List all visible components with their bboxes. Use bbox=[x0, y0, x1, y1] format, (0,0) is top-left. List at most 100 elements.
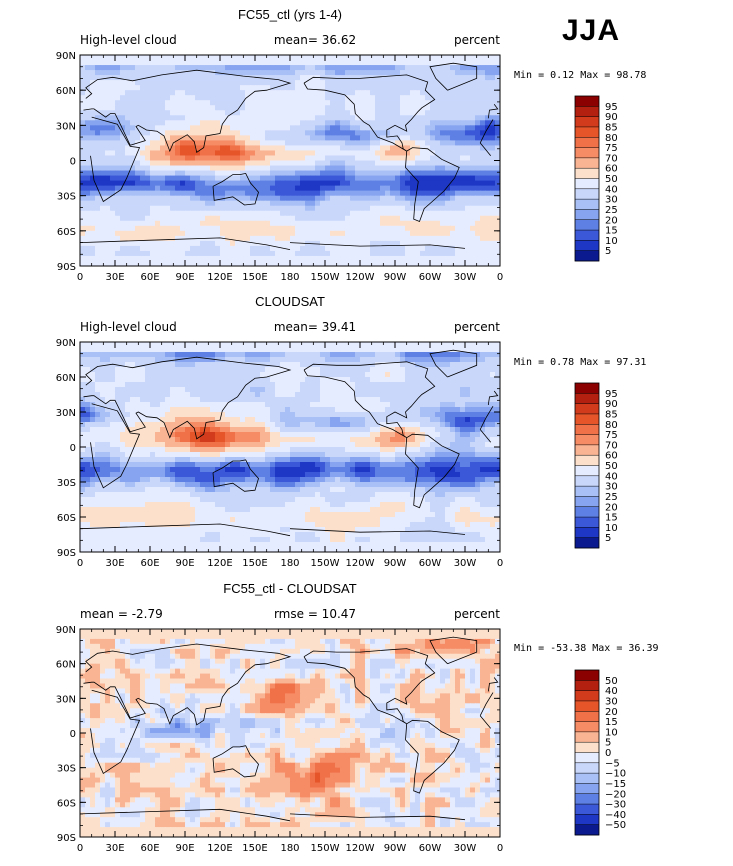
heatmap-cell bbox=[120, 392, 126, 398]
heatmap-cell bbox=[320, 260, 326, 266]
heatmap-cell bbox=[240, 55, 246, 61]
heatmap-cell bbox=[215, 387, 221, 393]
heatmap-cell bbox=[380, 387, 386, 393]
heatmap-cell bbox=[90, 105, 96, 111]
heatmap-cell bbox=[305, 367, 311, 373]
heatmap-cell bbox=[280, 65, 286, 71]
heatmap-cell bbox=[100, 65, 106, 71]
heatmap-cell bbox=[95, 352, 101, 358]
heatmap-cell bbox=[485, 180, 491, 187]
heatmap-cell bbox=[310, 185, 316, 192]
heatmap-cell bbox=[275, 382, 281, 388]
heatmap-cell bbox=[165, 210, 171, 217]
heatmap-cell bbox=[165, 145, 171, 152]
heatmap-cell bbox=[145, 120, 151, 126]
heatmap-cell bbox=[305, 120, 311, 126]
heatmap-cell bbox=[215, 372, 221, 378]
heatmap-cell bbox=[190, 342, 196, 348]
heatmap-cell bbox=[315, 230, 321, 237]
heatmap-cell bbox=[175, 170, 181, 177]
heatmap-cell bbox=[270, 407, 276, 413]
heatmap-cell bbox=[320, 255, 326, 262]
heatmap-cell bbox=[210, 115, 216, 121]
heatmap-cell bbox=[460, 215, 466, 222]
heatmap-cell bbox=[445, 225, 451, 232]
heatmap-cell bbox=[470, 230, 476, 237]
heatmap-cell bbox=[455, 180, 461, 187]
x-tick-label: 30W bbox=[454, 272, 477, 283]
heatmap-cell bbox=[485, 195, 491, 202]
heatmap-cell bbox=[95, 175, 101, 182]
heatmap-cell bbox=[185, 397, 191, 403]
heatmap-cell bbox=[150, 205, 156, 212]
heatmap-cell bbox=[395, 215, 401, 222]
heatmap-cell bbox=[145, 195, 151, 202]
heatmap-cell bbox=[415, 372, 421, 378]
heatmap-cell bbox=[315, 235, 321, 242]
heatmap-cell bbox=[100, 255, 106, 262]
heatmap-cell bbox=[310, 392, 316, 398]
heatmap-cell bbox=[445, 235, 451, 242]
heatmap-cell bbox=[460, 387, 466, 393]
heatmap-cell bbox=[105, 135, 111, 141]
heatmap-cell bbox=[485, 347, 491, 353]
heatmap-cell bbox=[455, 397, 461, 403]
heatmap-cell bbox=[495, 245, 500, 252]
heatmap-cell bbox=[255, 412, 261, 418]
heatmap-cell bbox=[460, 135, 466, 141]
heatmap-cell bbox=[400, 90, 406, 96]
heatmap-cell bbox=[285, 220, 291, 227]
heatmap-cell bbox=[325, 230, 331, 237]
heatmap-cell bbox=[205, 85, 211, 91]
heatmap-cell bbox=[360, 195, 366, 202]
heatmap-cell bbox=[335, 215, 341, 222]
heatmap-cell bbox=[435, 245, 441, 252]
heatmap-cell bbox=[410, 352, 416, 358]
heatmap-cell bbox=[130, 245, 136, 252]
heatmap-cell bbox=[145, 367, 151, 373]
heatmap-cell bbox=[330, 225, 336, 232]
heatmap-cell bbox=[480, 130, 486, 136]
heatmap-cell bbox=[325, 80, 331, 86]
heatmap-cell bbox=[200, 195, 206, 202]
heatmap-cell bbox=[305, 347, 311, 353]
heatmap-cell bbox=[405, 205, 411, 212]
heatmap-cell bbox=[400, 225, 406, 232]
heatmap-cell bbox=[380, 65, 386, 71]
heatmap-cell bbox=[430, 130, 436, 136]
heatmap-cell bbox=[470, 372, 476, 378]
heatmap-cell bbox=[260, 200, 266, 207]
heatmap-cell bbox=[475, 260, 481, 266]
heatmap-cell bbox=[220, 155, 226, 162]
heatmap-cell bbox=[460, 362, 466, 368]
heatmap-cell bbox=[310, 140, 316, 147]
heatmap-cell bbox=[405, 210, 411, 217]
heatmap-cell bbox=[110, 85, 116, 91]
heatmap-cell bbox=[300, 342, 306, 348]
heatmap-cell bbox=[200, 185, 206, 192]
heatmap-cell bbox=[330, 145, 336, 152]
heatmap-cell bbox=[285, 185, 291, 192]
heatmap-cell bbox=[220, 362, 226, 368]
heatmap-cell bbox=[370, 210, 376, 217]
heatmap-cell bbox=[380, 225, 386, 232]
heatmap-cell bbox=[275, 90, 281, 96]
heatmap-cell bbox=[305, 372, 311, 378]
heatmap-cell bbox=[450, 195, 456, 202]
heatmap-cell bbox=[405, 230, 411, 237]
heatmap-cell bbox=[470, 260, 476, 266]
heatmap-cell bbox=[220, 225, 226, 232]
heatmap-cell bbox=[90, 185, 96, 192]
heatmap-cell bbox=[390, 75, 396, 81]
heatmap-cell bbox=[295, 392, 301, 398]
heatmap-cell bbox=[145, 407, 151, 413]
heatmap-cell bbox=[415, 235, 421, 242]
heatmap-cell bbox=[245, 240, 251, 247]
heatmap-cell bbox=[460, 150, 466, 157]
coastline bbox=[303, 74, 436, 152]
heatmap-cell bbox=[105, 130, 111, 136]
heatmap-cell bbox=[460, 352, 466, 358]
heatmap-cell bbox=[85, 210, 91, 217]
heatmap-cell bbox=[275, 95, 281, 101]
heatmap-cell bbox=[405, 140, 411, 147]
